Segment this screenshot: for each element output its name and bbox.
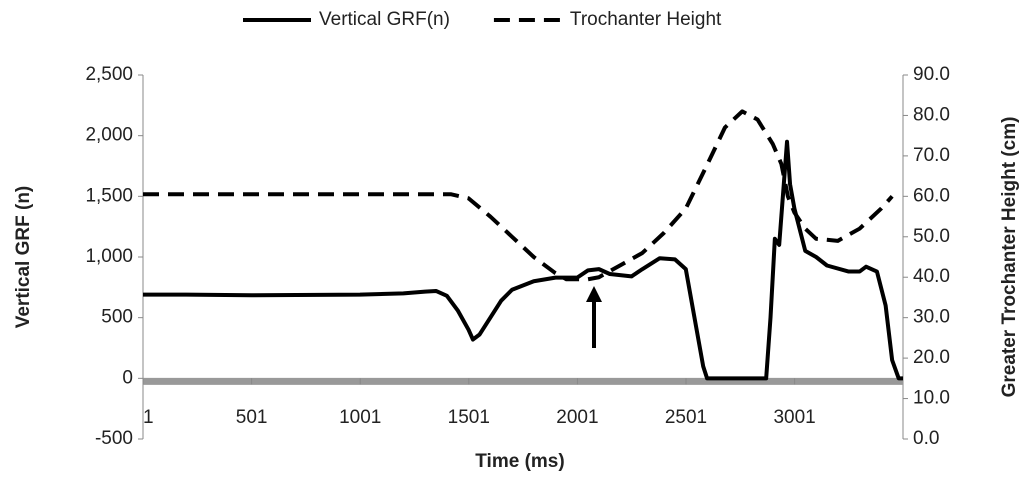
legend-label: Trochanter Height [570, 9, 722, 30]
x-tick-label: 1501 [448, 407, 490, 428]
x-tick-label: 3001 [773, 407, 815, 428]
x-axis-label: Time (ms) [475, 451, 564, 472]
series-line [143, 109, 894, 282]
y-tick-label: 0 [122, 367, 133, 388]
y-tick-label: 1,000 [85, 246, 133, 267]
y2-tick-label: 30.0 [913, 307, 950, 328]
y-tick-label: 2,500 [85, 64, 133, 85]
y-tick-label: 500 [101, 307, 133, 328]
x-tick-label: 2001 [556, 407, 598, 428]
legend-label: Vertical GRF(n) [319, 9, 450, 30]
y-axis-label: Vertical GRF (n) [13, 186, 34, 329]
x-tick-label: 1001 [339, 407, 381, 428]
x-tick-label: 2501 [665, 407, 707, 428]
y2-tick-label: 50.0 [913, 226, 950, 247]
y2-axis-label: Greater Trochanter Height (cm) [999, 117, 1020, 398]
y-tick-label: -500 [95, 428, 133, 449]
series-line [143, 139, 903, 381]
y-tick-label: 1,500 [85, 185, 133, 206]
y2-tick-label: 80.0 [913, 104, 950, 125]
x-tick-label: 501 [236, 407, 268, 428]
y2-tick-label: 70.0 [913, 145, 950, 166]
y2-tick-label: 90.0 [913, 64, 950, 85]
y2-tick-label: 40.0 [913, 266, 950, 287]
y2-tick-label: 10.0 [913, 388, 950, 409]
y2-tick-label: 60.0 [913, 185, 950, 206]
x-tick-label: 1 [143, 407, 154, 428]
y2-tick-label: 0.0 [913, 428, 939, 449]
arrow [586, 286, 602, 348]
y2-tick-label: 20.0 [913, 347, 950, 368]
y-tick-label: 2,000 [85, 125, 133, 146]
